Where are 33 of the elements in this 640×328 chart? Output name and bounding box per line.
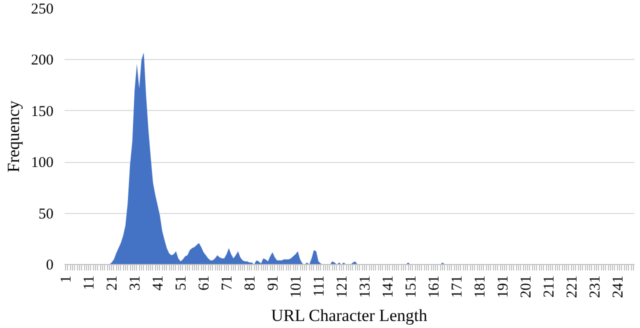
x-tick-label: 141 [380, 276, 396, 298]
x-tick-label: 101 [288, 276, 304, 298]
x-tick-label: 221 [564, 276, 580, 298]
x-tick-label: 71 [220, 276, 236, 290]
y-tick-label: 200 [31, 52, 54, 69]
y-tick-label: 250 [31, 2, 54, 18]
x-tick-label: 111 [311, 275, 328, 297]
x-tick-label: 151 [403, 276, 420, 298]
x-tick-label: 191 [495, 276, 512, 298]
x-tick-label: 11 [82, 275, 98, 290]
x-tick-label: 171 [449, 276, 466, 298]
y-tick-label: 0 [46, 258, 54, 274]
x-tick-label: 211 [541, 275, 558, 298]
x-tick-label: 1 [58, 276, 75, 283]
x-tick-label: 231 [587, 276, 604, 298]
x-tick-label: 121 [334, 276, 350, 298]
x-tick-label: 131 [357, 276, 374, 298]
x-axis-title: URL Character Length [271, 306, 428, 325]
x-tick-label: 41 [150, 276, 167, 290]
y-tick-label: 50 [38, 206, 54, 222]
y-tick-label: 150 [31, 104, 54, 120]
x-tick-label: 181 [472, 276, 488, 298]
x-tick-label: 81 [242, 276, 259, 290]
x-tick-label: 201 [518, 276, 534, 298]
x-tick-label: 51 [174, 276, 190, 290]
y-axis-title: Frequency [4, 100, 23, 172]
x-tick-label: 21 [104, 276, 121, 290]
x-tick-label: 31 [128, 276, 144, 290]
x-tick-label: 91 [266, 276, 282, 290]
x-tick-label: 241 [610, 276, 626, 298]
y-tick-label: 100 [31, 155, 54, 172]
x-tick-label: 161 [426, 276, 442, 298]
x-tick-label: 61 [196, 276, 213, 290]
